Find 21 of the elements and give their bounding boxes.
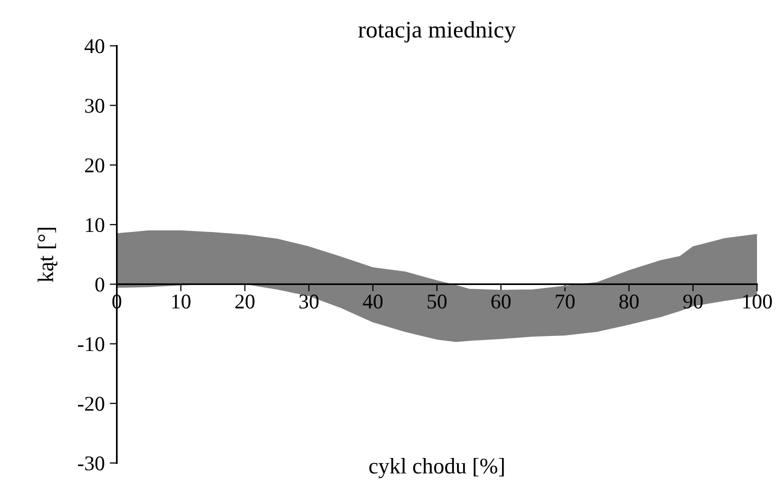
x-tick-label: 90 (683, 294, 703, 309)
x-tick-label: 100 (743, 294, 772, 309)
y-tick-label: 20 (85, 158, 104, 172)
x-tick-label: 60 (491, 294, 511, 309)
x-tick-label: 40 (362, 294, 383, 309)
y-axis-title: kąt [°] (38, 228, 58, 282)
x-tick-label: 70 (556, 294, 575, 309)
x-tick-label: 10 (172, 294, 190, 309)
chart-title: rotacja miednicy (358, 21, 516, 43)
y-tick-label: 30 (85, 98, 104, 113)
y-tick-label: -20 (78, 396, 104, 411)
x-tick-label: 50 (428, 294, 447, 309)
y-tick-label: 10 (86, 218, 104, 232)
x-axis-title: cykl chodu [%] (369, 458, 504, 478)
y-tick-label: -10 (78, 337, 104, 352)
x-tick-label: 20 (235, 294, 254, 309)
y-tick-label: -30 (78, 456, 104, 470)
y-tick-label: 40 (84, 39, 104, 54)
x-tick-label: 30 (299, 294, 319, 309)
y-tick-label: 0 (95, 278, 104, 292)
x-tick-label: 80 (619, 294, 639, 309)
